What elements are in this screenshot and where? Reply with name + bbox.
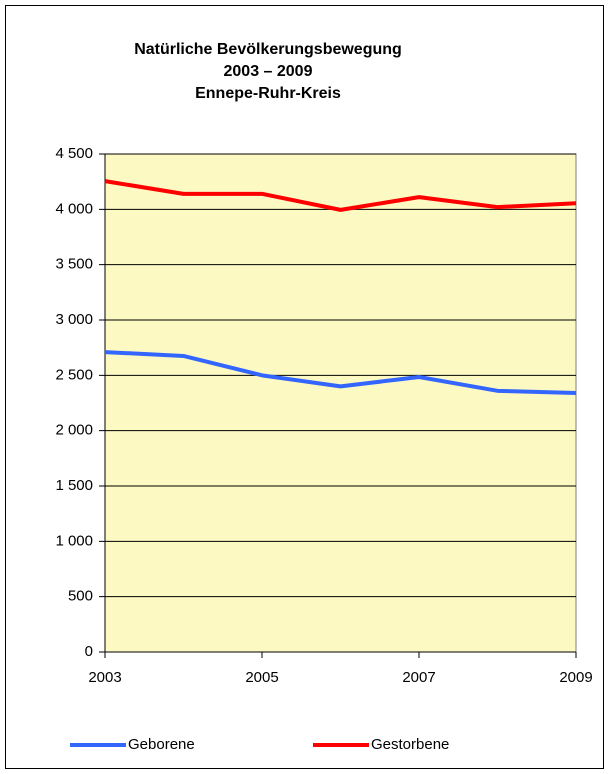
y-tick-label: 4 500 — [55, 145, 93, 162]
chart-title: 2003 – 2009 — [224, 63, 313, 80]
legend-label: Geborene — [128, 736, 195, 753]
chart-title: Ennepe-Ruhr-Kreis — [195, 85, 341, 102]
y-tick-label: 1 500 — [55, 477, 93, 494]
y-tick-label: 3 500 — [55, 256, 93, 273]
x-tick-label: 2009 — [559, 669, 592, 686]
y-tick-label: 500 — [68, 588, 93, 605]
y-tick-label: 2 000 — [55, 422, 93, 439]
y-tick-label: 4 000 — [55, 200, 93, 217]
y-tick-label: 3 000 — [55, 311, 93, 328]
plot-area — [104, 153, 577, 653]
y-tick-label: 1 000 — [55, 532, 93, 549]
x-tick-label: 2003 — [88, 669, 121, 686]
x-tick-label: 2007 — [402, 669, 435, 686]
y-tick-label: 2 500 — [55, 366, 93, 383]
legend-label: Gestorbene — [371, 736, 449, 753]
data-line — [104, 350, 577, 396]
y-tick-label: 0 — [85, 643, 93, 660]
data-line — [104, 179, 577, 212]
chart-title: Natürliche Bevölkerungsbewegung — [134, 41, 402, 58]
x-tick-label: 2005 — [245, 669, 278, 686]
